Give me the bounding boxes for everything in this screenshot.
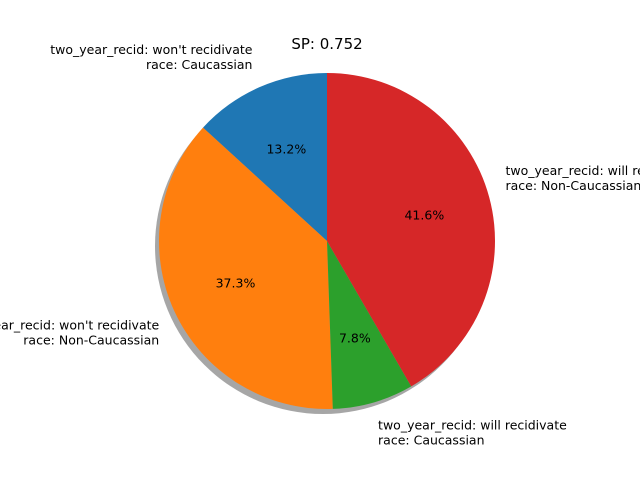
pie-category-label-line: two_year_recid: will recidivate — [505, 163, 640, 178]
chart-title: SP: 0.752 — [291, 35, 362, 53]
pie-category-label-line: race: Non-Caucassian — [23, 332, 159, 347]
pie-category-label-line: two_year_recid: will recidivate — [378, 418, 567, 433]
pie-pct-label-0: 13.2% — [266, 141, 306, 156]
pie-category-label-line: two_year_recid: won't recidivate — [0, 317, 160, 332]
pie-slice-3 — [327, 73, 496, 387]
pie-pct-label-1: 37.3% — [216, 276, 256, 291]
pie-slice-2 — [327, 241, 412, 409]
pie-category-label-line: race: Caucassian — [378, 433, 484, 448]
pie-category-label-2: two_year_recid: will recidivate race: Cau… — [378, 418, 567, 448]
pie-category-label-line: race: Caucassian — [146, 57, 252, 72]
pie-pct-label-2: 7.8% — [339, 330, 371, 345]
pie-pct-label-3: 41.6% — [404, 207, 444, 222]
pie-slice-0 — [203, 73, 327, 241]
pie-slice-1 — [158, 127, 333, 409]
pie-category-label-line: race: Non-Caucassian — [505, 178, 640, 193]
pie-category-label-line: two_year_recid: won't recidivate — [50, 42, 253, 57]
pie-category-label-0: two_year_recid: won't recidivate race: Ca… — [50, 42, 253, 72]
